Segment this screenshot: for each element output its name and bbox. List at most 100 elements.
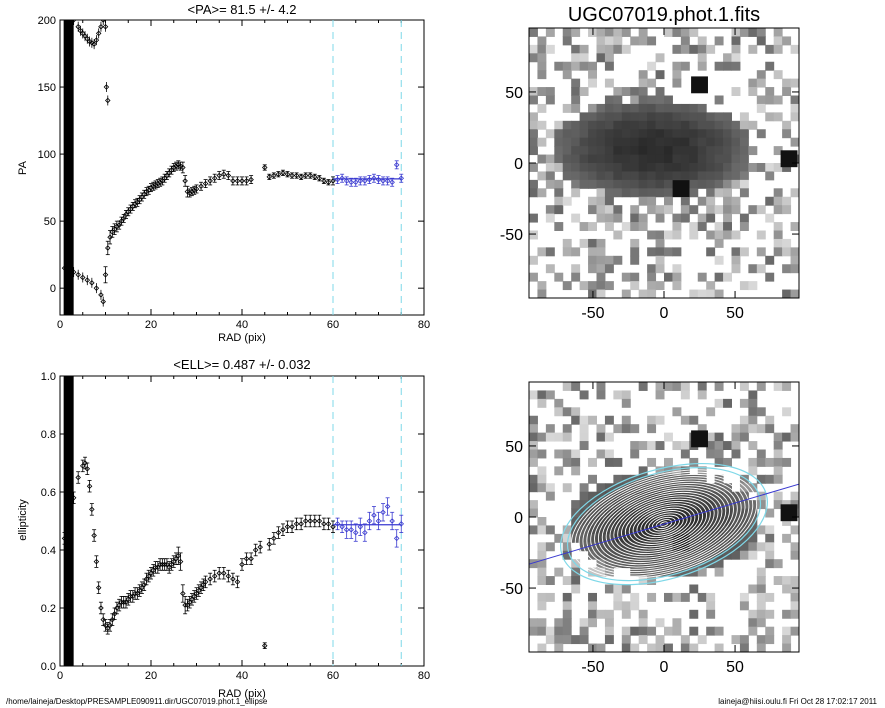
ellimg-pixel xyxy=(596,609,606,619)
ellimg-pixel xyxy=(790,424,799,434)
ellimg-pixel xyxy=(714,432,724,442)
ellimg-pixel xyxy=(579,508,589,518)
ellimg-pixel xyxy=(680,390,690,400)
ellimg-pixel xyxy=(647,457,657,467)
ell-point xyxy=(175,553,182,559)
img-pixel xyxy=(672,230,682,240)
ellimg-pixel xyxy=(604,626,614,636)
ellimg-pixel xyxy=(790,584,799,594)
ell-point xyxy=(393,535,400,542)
ell-point xyxy=(157,561,163,568)
img-pixel xyxy=(689,163,699,172)
ellimg-pixel xyxy=(739,550,749,560)
ellimg-pixel xyxy=(579,415,589,425)
ell-point xyxy=(136,587,143,594)
img-pixel xyxy=(672,70,682,80)
ellimg-pixel xyxy=(664,457,673,467)
ellimg-pixel xyxy=(554,398,564,408)
img-pixel xyxy=(697,213,707,223)
img-pixel xyxy=(680,205,690,215)
ellimg-pixel xyxy=(680,643,690,652)
img-pixel xyxy=(739,112,749,122)
img-pixel xyxy=(723,171,732,181)
ellimg-pixel xyxy=(562,601,572,611)
img-pixel xyxy=(723,196,732,206)
img-pixel xyxy=(604,281,614,291)
img-pixel xyxy=(588,247,597,257)
ellimg-pixel xyxy=(621,424,631,434)
img-star xyxy=(691,76,708,94)
img-pixel xyxy=(697,272,707,282)
img-pixel xyxy=(723,61,732,71)
img-pixel xyxy=(672,247,682,257)
ellimg-pixel xyxy=(588,517,597,526)
ellimg-pixel xyxy=(630,533,640,543)
ellimg-pixel xyxy=(655,500,665,510)
img-pixel xyxy=(655,247,665,257)
pa-point xyxy=(207,178,213,184)
ellimg-pixel xyxy=(706,441,716,450)
img-pixel xyxy=(714,255,724,265)
img-pixel xyxy=(621,112,631,122)
img-pixel xyxy=(630,103,640,113)
img-pixel xyxy=(571,171,581,181)
ell-point xyxy=(93,558,100,565)
img-pixel xyxy=(697,163,707,172)
img-pixel xyxy=(630,137,640,147)
ellimg-xtick-label: 0 xyxy=(660,659,669,676)
img-pixel xyxy=(647,103,657,113)
img-pixel xyxy=(672,28,682,37)
img-pixel xyxy=(714,112,724,122)
img-pixel xyxy=(697,222,707,231)
img-pixel xyxy=(604,154,614,164)
img-pixel xyxy=(579,112,589,122)
ellimg-pixel xyxy=(621,550,631,560)
ellimg-pixel xyxy=(773,491,783,501)
img-pixel xyxy=(706,146,716,156)
pa-point xyxy=(348,179,354,186)
img-pixel xyxy=(647,61,657,71)
img-pixel xyxy=(714,171,724,181)
pa-point xyxy=(221,171,227,177)
ellimg-pixel xyxy=(731,491,741,501)
img-pixel xyxy=(571,87,581,96)
img-pixel xyxy=(680,213,690,223)
ellimg-pixel xyxy=(723,441,732,450)
img-pixel xyxy=(655,146,665,156)
ellimg-pixel xyxy=(672,550,682,560)
ellimg-pixel xyxy=(714,441,724,450)
ellimg-pixel xyxy=(748,415,758,425)
ell-point xyxy=(398,521,405,527)
ell-point xyxy=(173,555,179,562)
img-pixel xyxy=(748,163,758,172)
img-pixel xyxy=(731,120,741,130)
pa-point xyxy=(105,245,111,251)
img-pixel xyxy=(630,36,640,46)
ellimg-pixel xyxy=(630,643,640,652)
img-pixel xyxy=(562,238,572,248)
img-pixel xyxy=(630,154,640,164)
ellimg-pixel xyxy=(613,500,623,510)
img-pixel xyxy=(545,95,555,105)
ellimg-pixel xyxy=(773,466,783,476)
ellimg-pixel xyxy=(562,533,572,543)
ellimg-pixel xyxy=(613,533,623,543)
ell-point xyxy=(105,625,111,632)
ell-point xyxy=(182,602,188,608)
pa-inner-point xyxy=(79,274,86,281)
ellimg-pixel xyxy=(748,390,758,400)
ellimg-pixel xyxy=(604,517,614,526)
img-pixel xyxy=(596,238,606,248)
ellimg-pixel xyxy=(537,517,547,526)
ellimg-pixel xyxy=(630,517,640,526)
ell-xtick-label: 0 xyxy=(57,670,63,682)
img-pixel xyxy=(579,120,589,130)
ellimg-pixel xyxy=(588,542,597,552)
img-pixel xyxy=(588,238,597,248)
img-pixel xyxy=(689,230,699,240)
img-pixel xyxy=(588,112,597,122)
ellimg-pixel xyxy=(571,382,581,391)
pa-point xyxy=(155,180,161,187)
pa-point xyxy=(280,170,286,176)
pa-point xyxy=(148,184,154,191)
